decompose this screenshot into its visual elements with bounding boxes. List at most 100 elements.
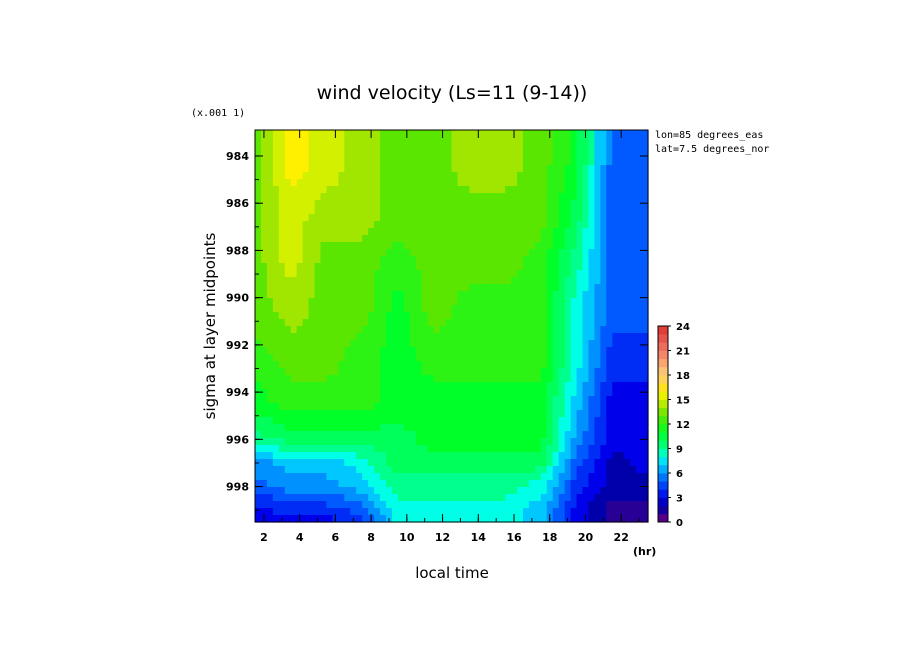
- heat-cell: [528, 200, 536, 208]
- heat-cell: [326, 396, 333, 404]
- heat-cell: [350, 445, 357, 453]
- heat-cell: [308, 186, 316, 194]
- heat-cell: [338, 333, 345, 341]
- heat-cell: [386, 137, 393, 145]
- heat-cell: [350, 396, 357, 404]
- heat-cell: [320, 165, 328, 173]
- heat-cell: [272, 256, 280, 264]
- heat-cell: [511, 466, 518, 474]
- heat-cell: [427, 333, 435, 341]
- heat-cell: [642, 312, 649, 320]
- heat-cell: [397, 207, 405, 215]
- heat-cell: [463, 445, 470, 453]
- heat-cell: [487, 186, 494, 194]
- heat-cell: [302, 263, 310, 271]
- heat-cell: [636, 186, 643, 194]
- heat-cell: [338, 165, 345, 173]
- heat-cell: [344, 137, 351, 145]
- heat-cell: [493, 242, 500, 250]
- heat-cell: [606, 144, 613, 152]
- heat-cell: [344, 291, 351, 299]
- heat-cell: [380, 480, 387, 488]
- heat-cell: [308, 347, 316, 355]
- heat-cell: [546, 207, 554, 215]
- heat-cell: [260, 158, 268, 166]
- heat-cell: [338, 284, 345, 292]
- heat-cell: [528, 249, 536, 257]
- heat-cell: [546, 165, 554, 173]
- heat-cell: [636, 319, 643, 327]
- heat-cell: [624, 375, 631, 383]
- heat-cell: [350, 270, 357, 278]
- heat-cell: [332, 263, 339, 271]
- heat-cell: [499, 172, 506, 180]
- heat-cell: [552, 298, 560, 306]
- heat-cell: [338, 305, 345, 313]
- heat-cell: [487, 361, 494, 369]
- heat-cell: [534, 179, 542, 187]
- heat-cell: [445, 277, 453, 285]
- heat-cell: [362, 361, 369, 369]
- heat-cell: [564, 382, 572, 390]
- heat-cell: [332, 487, 339, 495]
- heat-cell: [397, 277, 405, 285]
- heat-cell: [564, 305, 572, 313]
- heat-cell: [409, 417, 417, 425]
- heat-cell: [266, 466, 274, 474]
- heat-cell: [612, 242, 619, 250]
- heat-cell: [534, 249, 542, 257]
- heat-cell: [415, 235, 423, 243]
- heat-cell: [427, 515, 435, 523]
- heat-cell: [600, 284, 607, 292]
- heat-cell: [522, 389, 530, 397]
- heat-cell: [338, 249, 345, 257]
- heat-cell: [386, 473, 393, 481]
- heat-cell: [397, 396, 405, 404]
- heat-cell: [457, 452, 464, 460]
- heat-cell: [409, 235, 417, 243]
- heat-cell: [284, 263, 292, 271]
- heat-cell: [391, 291, 399, 299]
- heat-cell: [374, 473, 381, 481]
- heat-cell: [528, 305, 536, 313]
- heat-cell: [624, 347, 631, 355]
- heat-cell: [266, 396, 274, 404]
- heat-cell: [403, 396, 411, 404]
- heat-cell: [522, 445, 530, 453]
- heat-cell: [255, 151, 262, 159]
- heat-cell: [469, 487, 476, 495]
- heat-cell: [522, 242, 530, 250]
- heat-cell: [397, 361, 405, 369]
- heat-cell: [606, 270, 613, 278]
- heat-cell: [522, 235, 530, 243]
- colorbar-label: 6: [676, 469, 683, 480]
- heat-cell: [332, 214, 339, 222]
- heat-cell: [487, 228, 494, 236]
- heat-cell: [439, 172, 447, 180]
- heat-cell: [576, 354, 584, 362]
- heat-cell: [350, 256, 357, 264]
- heat-cell: [284, 200, 292, 208]
- heat-cell: [594, 368, 601, 376]
- heat-cell: [558, 207, 566, 215]
- heat-cell: [397, 452, 405, 460]
- heat-cell: [433, 256, 441, 264]
- heat-cell: [320, 130, 328, 138]
- heat-cell: [594, 242, 601, 250]
- heat-cell: [618, 235, 625, 243]
- heat-cell: [546, 445, 554, 453]
- heat-cell: [499, 375, 506, 383]
- heat-cell: [272, 298, 280, 306]
- heat-cell: [600, 396, 607, 404]
- heat-cell: [618, 165, 625, 173]
- heat-cell: [511, 396, 518, 404]
- heat-cell: [344, 144, 351, 152]
- heat-cell: [427, 256, 435, 264]
- heat-cell: [546, 256, 554, 264]
- heat-cell: [368, 144, 375, 152]
- heat-cell: [481, 186, 488, 194]
- heat-cell: [487, 214, 494, 222]
- heat-cell: [296, 424, 304, 432]
- heat-cell: [290, 193, 298, 201]
- heat-cell: [362, 333, 369, 341]
